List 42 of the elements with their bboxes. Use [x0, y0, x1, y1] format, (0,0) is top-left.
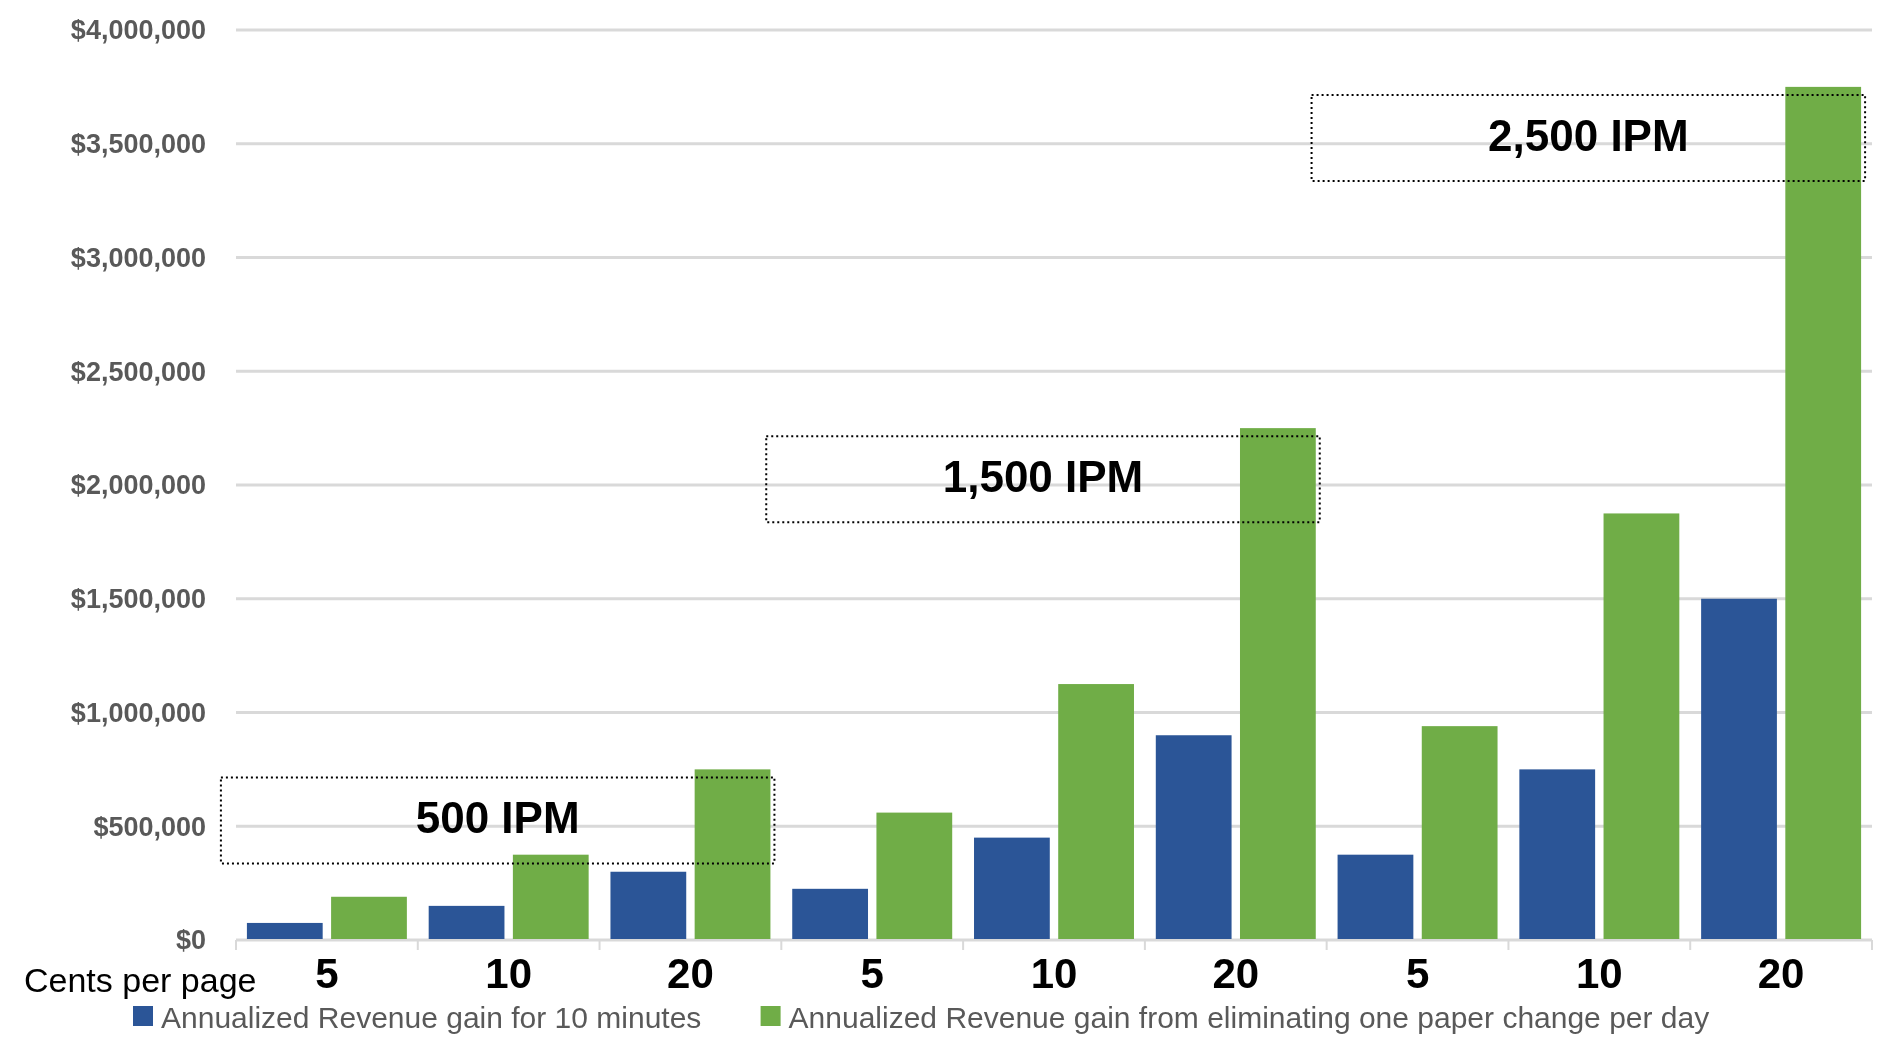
bar: [1058, 684, 1134, 940]
x-tick-label: 5: [315, 950, 339, 997]
y-tick-label: $3,500,000: [70, 129, 206, 160]
x-tick-label: 20: [667, 950, 714, 997]
bar: [792, 888, 869, 940]
x-tick-label: 5: [1405, 950, 1430, 997]
bar: [246, 922, 323, 940]
bar: [1519, 769, 1596, 940]
bar: [974, 837, 1050, 940]
y-tick-label: $3,000,000: [70, 242, 206, 273]
y-tick-label: $1,000,000: [70, 697, 206, 728]
y-tick-label: $2,000,000: [70, 470, 206, 501]
x-axis-title: Cents per page: [24, 961, 257, 999]
y-tick-label: $0: [175, 925, 206, 956]
annotation: 500 IPM: [415, 793, 580, 843]
y-tick-label: $500,000: [93, 811, 206, 842]
legend-label: Annualized Revenue gain for 10 minutes: [161, 1001, 702, 1034]
bar: [1701, 598, 1777, 940]
y-tick-label: $2,500,000: [70, 356, 206, 387]
bar: [694, 769, 771, 940]
bar: [876, 812, 953, 940]
bar: [512, 854, 589, 940]
y-tick-label: $1,500,000: [70, 584, 206, 615]
bar: [331, 896, 407, 940]
legend-label: Annualized Revenue gain from eliminating one paper change per day: [788, 1001, 1710, 1034]
bar: [1785, 86, 1862, 940]
annotation: 1,500 IPM: [942, 452, 1144, 502]
x-tick-label: 5: [860, 950, 884, 997]
bar: [1155, 735, 1232, 940]
annotation: 2,500 IPM: [1488, 110, 1689, 160]
bar: [610, 871, 687, 940]
x-tick-label: 20: [1212, 950, 1260, 997]
x-tick-label: 10: [1575, 950, 1623, 997]
bar: [1239, 428, 1316, 940]
y-tick-label: $4,000,000: [70, 15, 206, 46]
x-tick-label: 20: [1757, 950, 1805, 997]
bar: [1337, 854, 1414, 940]
x-tick-label: 10: [485, 950, 533, 997]
x-tick-label: 10: [1030, 950, 1078, 997]
bar: [428, 905, 505, 940]
bar: [1421, 726, 1498, 940]
bar: [1603, 513, 1680, 940]
